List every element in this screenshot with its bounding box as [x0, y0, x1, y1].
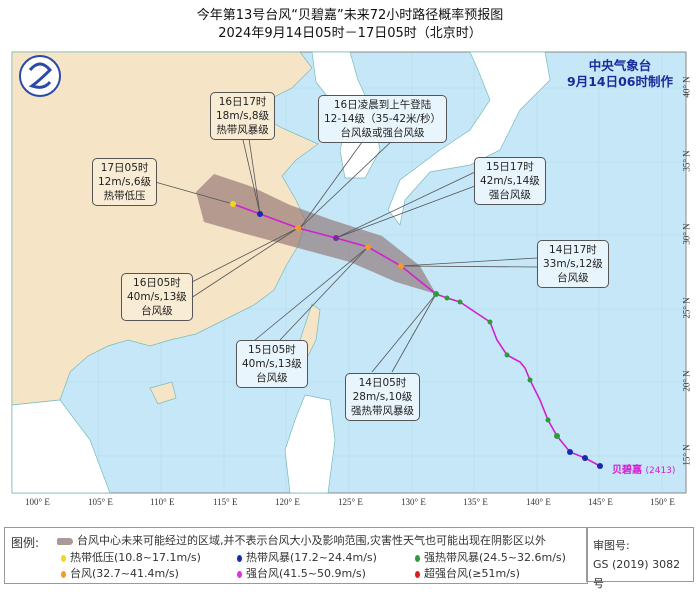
- sty-dot-icon: [237, 570, 242, 578]
- forecast-label-16d05h: 16日05时 40m/s,13级 台风级: [121, 273, 193, 321]
- legend-item-ts: 热带风暴(17.2~24.4m/s): [237, 549, 377, 565]
- legend-item-td: 热带低压(10.8~17.1m/s): [61, 549, 201, 565]
- agency-stamp: 中央气象台 9月14日06时制作: [560, 58, 680, 90]
- past-track: [435, 293, 601, 467]
- td-dot-icon: [61, 554, 66, 562]
- ty-dot-icon: [61, 570, 66, 578]
- agency-name: 中央气象台: [588, 58, 652, 73]
- forecast-label-15d17h: 15日17时 42m/s,14级 强台风级: [474, 157, 546, 205]
- legend-item-ty: 台风(32.7~41.4m/s): [61, 565, 179, 581]
- forecast-label-14d05h: 14日05时 28m/s,10级 强热带风暴级: [345, 373, 420, 421]
- forecast-label-14d17h: 14日17时 33m/s,12级 台风级: [537, 240, 609, 288]
- map-title: 今年第13号台风“贝碧嘉”未来72小时路径概率预报图: [196, 8, 504, 23]
- sts-dot-icon: [415, 554, 420, 562]
- landfall-label: 16日凌晨到上午登陆 12-14级（35-42米/秒） 台风级或强台风级: [318, 95, 448, 143]
- super-ty-dot-icon: [415, 570, 420, 578]
- ts-dot-icon: [237, 554, 242, 562]
- hainan: [149, 381, 177, 405]
- issue-time: 9月14日06时制作: [567, 74, 673, 89]
- track-points: [230, 201, 603, 469]
- legend-title: 图例:: [11, 536, 40, 550]
- cone-swatch-icon: [57, 537, 73, 545]
- typhoon-name-label: 贝碧嘉 (2413): [612, 465, 676, 476]
- label-leaders: [147, 117, 538, 373]
- forecast-label-15d05h: 15日05时 40m/s,13级 台风级: [236, 340, 308, 388]
- forecast-label-17d05h: 17日05时 12m/s,6级 热带低压: [92, 158, 158, 206]
- legend: 图例: 台风中心未来可能经过的区域,并不表示台风大小及影响范围,灾害性天气也可能…: [4, 527, 588, 584]
- legend-item-sts: 强热带风暴(24.5~32.6m/s): [415, 549, 566, 565]
- cma-logo-icon: [19, 55, 61, 97]
- review-number-box: 审图号: GS (2019) 3082号: [586, 527, 694, 590]
- other-land: [11, 51, 551, 494]
- forecast-label-16d17h: 16日17时 18m/s,8级 热带风暴级: [210, 92, 276, 140]
- legend-cone: 台风中心未来可能经过的区域,并不表示台风大小及影响范围,灾害性天气也可能出现在阴…: [57, 532, 546, 548]
- probability-cone: [196, 174, 436, 294]
- legend-item-sty: 强台风(41.5~50.9m/s): [237, 565, 366, 581]
- legend-item-super-ty: 超强台风(≥51m/s): [415, 565, 520, 581]
- map-subtitle: 2024年9月14日05时－17日05时（北京时）: [218, 26, 482, 41]
